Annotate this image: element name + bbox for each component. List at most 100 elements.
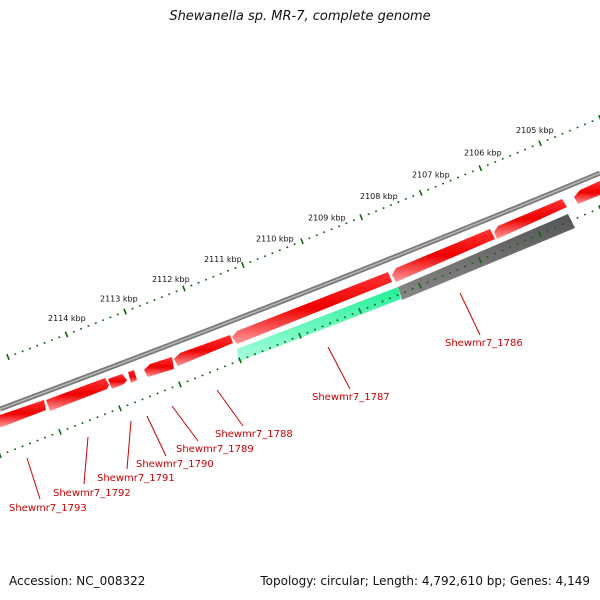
minor-tick	[156, 392, 159, 395]
gene-label-1787[interactable]: Shewmr7_1787	[312, 392, 390, 403]
minor-tick	[36, 439, 39, 442]
major-tick	[182, 285, 186, 292]
minor-tick	[204, 278, 208, 281]
minor-tick	[531, 236, 534, 239]
minor-tick	[186, 380, 189, 383]
minor-tick	[306, 331, 309, 334]
minor-tick	[553, 226, 557, 229]
minor-tick	[116, 313, 119, 316]
gene-label-1786[interactable]: Shewmr7_1786	[445, 338, 523, 349]
gene-labels: Shewmr7_1786 Shewmr7_1787 Shewmr7_1788 S…	[9, 338, 523, 514]
minor-tick	[88, 419, 92, 422]
scale-label: 2112 kbp	[152, 275, 190, 284]
minor-tick	[426, 281, 429, 284]
minor-tick	[493, 252, 497, 255]
minor-tick	[576, 216, 579, 219]
minor-tick	[315, 234, 318, 237]
minor-tick	[138, 304, 141, 307]
minor-tick	[268, 346, 272, 350]
minor-tick	[404, 197, 407, 201]
minor-tick	[351, 312, 354, 316]
major-tick	[538, 231, 542, 238]
topology-text: Topology: circular; Length: 4,792,610 bp…	[260, 574, 590, 588]
minor-tick	[43, 436, 47, 439]
minor-tick	[226, 269, 230, 272]
minor-tick	[516, 151, 519, 154]
gene-shape-forward	[144, 357, 174, 377]
minor-tick	[21, 350, 24, 353]
minor-tick	[389, 203, 393, 207]
minor-tick	[328, 322, 332, 325]
minor-tick	[109, 316, 112, 319]
minor-tick	[291, 337, 294, 340]
scale-label: 2108 kbp	[360, 192, 398, 201]
minor-tick	[79, 327, 83, 330]
major-tick	[298, 332, 302, 339]
minor-tick	[382, 206, 385, 210]
minor-tick	[193, 377, 197, 380]
minor-tick	[94, 321, 97, 325]
minor-tick	[168, 293, 171, 296]
minor-tick	[148, 395, 152, 398]
minor-tick	[197, 281, 200, 284]
gene-label-1792[interactable]: Shewmr7_1792	[53, 488, 131, 499]
minor-tick	[411, 287, 414, 290]
outer-scale-ticks	[6, 114, 600, 361]
minor-tick	[72, 330, 75, 333]
minor-tick	[190, 284, 193, 287]
minor-tick	[81, 421, 84, 425]
minor-tick	[323, 231, 326, 234]
minor-tick	[293, 243, 296, 246]
gene-shape-forward	[108, 374, 127, 389]
major-tick	[358, 307, 362, 314]
minor-tick	[561, 132, 564, 135]
minor-tick	[523, 148, 527, 151]
minor-tick	[433, 278, 437, 281]
minor-tick	[464, 173, 467, 176]
scale-label: 2110 kbp	[256, 234, 294, 243]
major-tick	[118, 405, 122, 412]
minor-tick	[253, 353, 257, 356]
accession-text: Accession: NC_008322	[9, 574, 146, 588]
major-tick	[0, 452, 2, 459]
major-tick	[359, 214, 364, 221]
minor-tick	[591, 120, 594, 123]
minor-tick	[546, 229, 549, 233]
scale-label: 2114 kbp	[48, 314, 86, 323]
minor-tick	[256, 257, 259, 261]
minor-tick	[546, 139, 549, 142]
minor-tick	[486, 164, 489, 167]
callout-line	[126, 420, 132, 470]
minor-tick	[201, 374, 204, 377]
minor-tick	[283, 340, 287, 344]
forward-strand-genes	[0, 181, 600, 427]
minor-tick	[141, 398, 144, 401]
callout-line	[459, 292, 481, 336]
major-tick	[123, 308, 127, 315]
minor-tick	[208, 371, 212, 374]
major-tick	[241, 261, 245, 269]
minor-tick	[278, 249, 281, 252]
minor-tick	[66, 427, 69, 431]
minor-tick	[441, 182, 445, 185]
minor-tick	[381, 300, 384, 303]
gene-shape-forward	[392, 229, 495, 282]
minor-tick	[463, 265, 467, 268]
minor-tick	[50, 339, 53, 342]
gene-label-1788[interactable]: Shewmr7_1788	[215, 429, 293, 440]
major-tick	[64, 331, 69, 338]
minor-tick	[43, 341, 46, 345]
gene-label-1790[interactable]: Shewmr7_1790	[136, 459, 214, 470]
minor-tick	[175, 290, 178, 293]
map-title: Shewanella sp. MR-7, complete genome	[169, 9, 431, 24]
gene-label-1793[interactable]: Shewmr7_1793	[9, 503, 87, 514]
minor-tick	[397, 200, 400, 204]
minor-tick	[456, 176, 460, 179]
minor-tick	[263, 255, 267, 258]
minor-tick	[153, 298, 156, 302]
genome-backbone-highlight	[0, 172, 600, 410]
gene-label-1789[interactable]: Shewmr7_1789	[176, 444, 254, 455]
gene-label-1791[interactable]: Shewmr7_1791	[97, 473, 175, 484]
